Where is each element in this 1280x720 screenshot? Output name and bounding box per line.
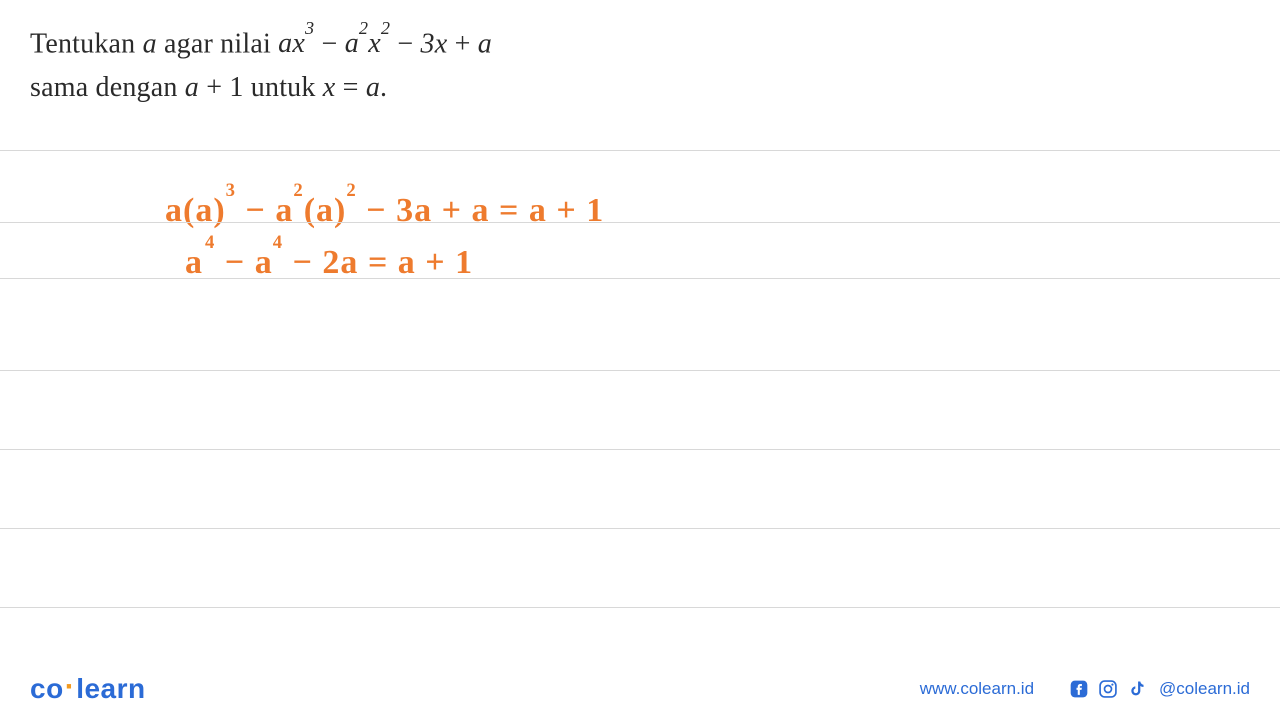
poly-term: a	[478, 28, 492, 59]
text-fragment: =	[335, 72, 365, 103]
text-fragment: + 1 untuk	[199, 72, 323, 103]
ruled-line	[0, 607, 1280, 608]
handwritten-step-2: a4 − a4 − 2a = a + 1	[185, 244, 473, 281]
op: −	[390, 28, 420, 59]
text-fragment: agar nilai	[157, 28, 278, 59]
social-group: @colearn.id	[1068, 678, 1250, 700]
social-handle: @colearn.id	[1159, 679, 1250, 699]
brand-logo: co·learn	[30, 672, 146, 706]
problem-line-2: sama dengan a + 1 untuk x = a.	[30, 66, 1250, 109]
tiktok-icon	[1126, 678, 1148, 700]
ruled-line	[0, 150, 1280, 151]
poly-term: a2x2	[345, 28, 390, 59]
problem-statement: Tentukan a agar nilai ax3 − a2x2 − 3x + …	[0, 0, 1280, 119]
var-x: x	[323, 72, 336, 103]
op: −	[314, 28, 344, 59]
var-a: a	[366, 72, 380, 103]
text-fragment: Tentukan	[30, 28, 143, 59]
handwritten-step-1: a(a)3 − a2(a)2 − 3a + a = a + 1	[165, 192, 604, 229]
text-fragment: .	[380, 72, 387, 103]
op: +	[447, 28, 477, 59]
poly-term: 3x	[421, 28, 448, 59]
brand-learn: learn	[76, 673, 145, 704]
brand-dot-icon: ·	[64, 670, 77, 703]
facebook-icon	[1068, 678, 1090, 700]
ruled-line	[0, 222, 1280, 223]
ruled-line	[0, 278, 1280, 279]
ruled-line	[0, 370, 1280, 371]
problem-line-1: Tentukan a agar nilai ax3 − a2x2 − 3x + …	[30, 22, 1250, 66]
var-a: a	[185, 72, 199, 103]
var-a: a	[143, 28, 157, 59]
footer: co·learn www.colearn.id @colearn.id	[0, 672, 1280, 706]
poly-term: ax3	[278, 28, 314, 59]
ruled-line	[0, 449, 1280, 450]
instagram-icon	[1097, 678, 1119, 700]
site-url: www.colearn.id	[920, 679, 1034, 699]
text-fragment: sama dengan	[30, 72, 185, 103]
brand-co: co	[30, 673, 64, 704]
ruled-line	[0, 528, 1280, 529]
